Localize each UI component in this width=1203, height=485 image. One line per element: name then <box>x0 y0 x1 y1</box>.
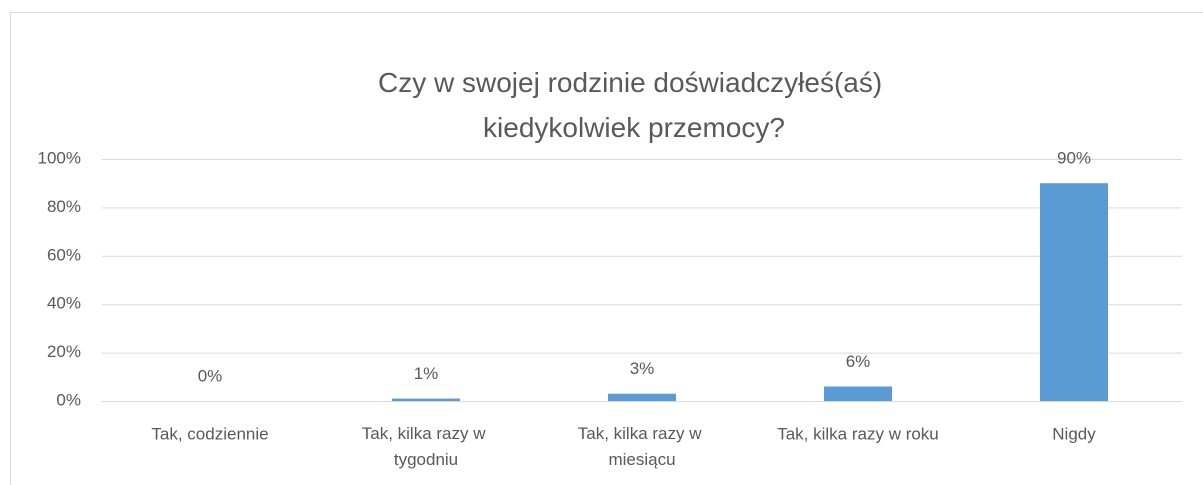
x-tick-label: Tak, kilka razy w tygodniu <box>362 424 490 469</box>
x-tick-label: Tak, kilka razy w roku <box>777 424 939 443</box>
data-label: 6% <box>846 352 871 371</box>
y-tick-label: 0% <box>56 390 81 409</box>
data-label: 3% <box>630 359 655 378</box>
x-tick-label: Tak, codziennie <box>151 424 268 443</box>
chart-frame <box>10 12 1203 485</box>
data-label: 90% <box>1057 149 1091 168</box>
bar <box>824 386 892 401</box>
y-tick-label: 60% <box>47 245 81 264</box>
x-tick-label: Tak, kilka razy w miesiącu <box>578 424 706 469</box>
y-tick-label: 80% <box>47 197 81 216</box>
y-tick-label: 40% <box>47 294 81 313</box>
y-tick-label: 100% <box>38 148 81 167</box>
bar <box>392 398 460 401</box>
data-label: 0% <box>198 366 223 385</box>
bar <box>1040 183 1108 401</box>
bar <box>608 393 676 401</box>
data-label: 1% <box>414 364 439 383</box>
chart-title: Czy w swojej rodzinie doświadczyłeś(aś) … <box>378 67 890 143</box>
x-tick-label: Nigdy <box>1052 424 1096 443</box>
y-tick-label: 20% <box>47 342 81 361</box>
